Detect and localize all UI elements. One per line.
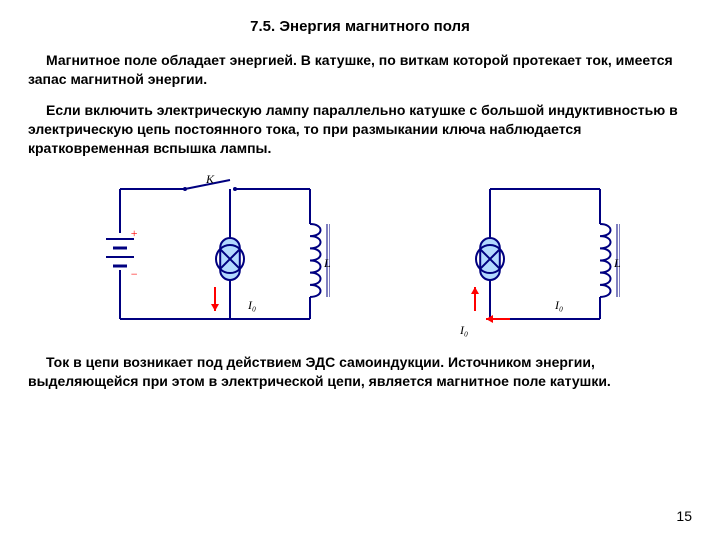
svg-text:L: L <box>323 256 330 270</box>
svg-text:I₀: I₀ <box>459 323 468 337</box>
svg-text:+: + <box>130 226 138 240</box>
paragraph-3: Ток в цепи возникает под действием ЭДС с… <box>28 353 692 391</box>
page-number: 15 <box>676 508 692 524</box>
svg-text:−: − <box>130 267 138 281</box>
svg-text:I₀: I₀ <box>554 298 563 312</box>
svg-text:L: L <box>613 256 620 270</box>
circuit-closed: K + − I₀ L <box>100 169 330 339</box>
paragraph-2: Если включить электрическую лампу паралл… <box>28 101 692 158</box>
circuit-diagrams: K + − I₀ L I₀ I₀ L <box>28 169 692 339</box>
svg-text:K: K <box>205 172 215 186</box>
paragraph-1: Магнитное поле обладает энергией. В кату… <box>28 51 692 89</box>
svg-text:I₀: I₀ <box>247 298 256 312</box>
section-title: 7.5. Энергия магнитного поля <box>28 18 692 35</box>
circuit-open: I₀ I₀ L <box>390 169 620 339</box>
